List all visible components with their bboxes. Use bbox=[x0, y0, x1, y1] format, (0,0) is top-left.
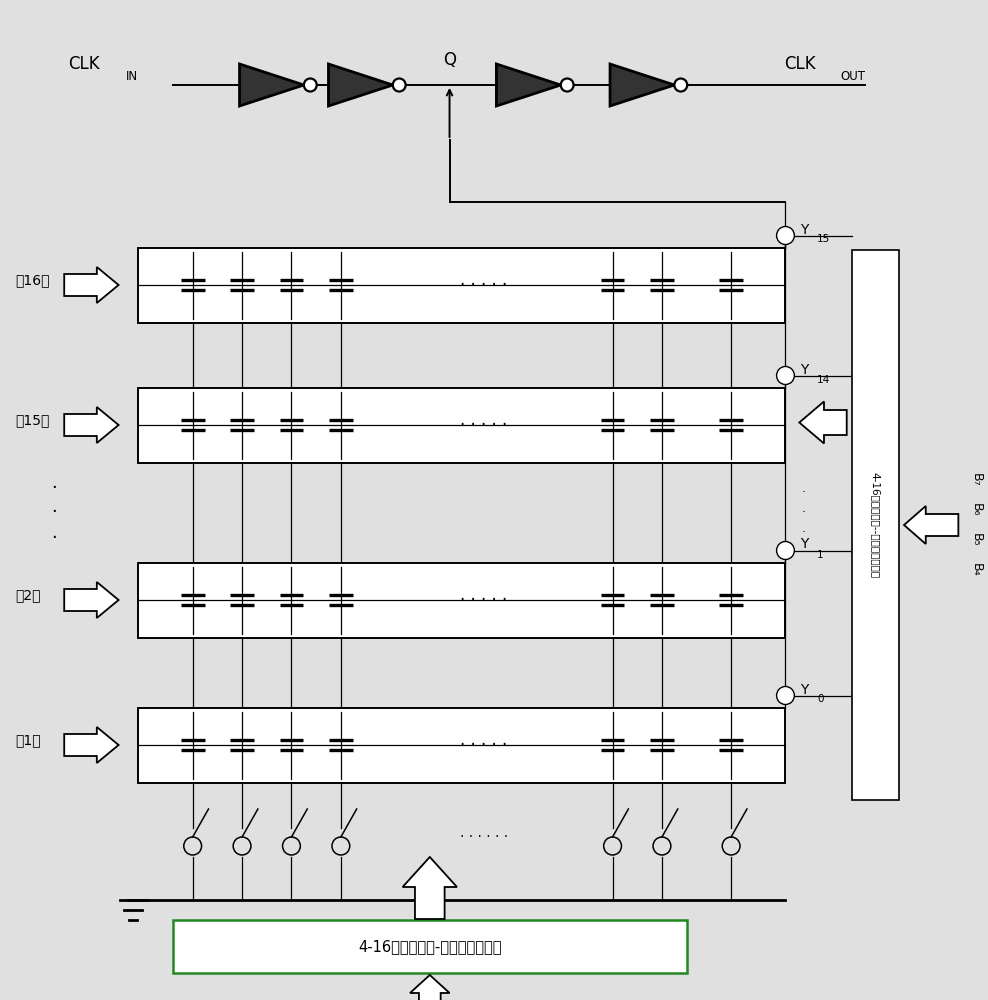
Text: Q: Q bbox=[443, 51, 456, 69]
Text: 0: 0 bbox=[197, 920, 204, 930]
Text: 皖15行: 皖15行 bbox=[15, 413, 49, 427]
Text: 14: 14 bbox=[817, 375, 830, 385]
Circle shape bbox=[561, 79, 574, 92]
Text: 4-16位二进制码-温度计码译码器: 4-16位二进制码-温度计码译码器 bbox=[358, 939, 502, 954]
Text: 0: 0 bbox=[817, 694, 824, 704]
Text: OUT: OUT bbox=[841, 70, 865, 83]
Text: CLK: CLK bbox=[784, 55, 816, 73]
Text: X: X bbox=[595, 922, 605, 936]
Text: Y: Y bbox=[800, 682, 808, 696]
Text: X: X bbox=[175, 922, 185, 936]
Circle shape bbox=[777, 686, 794, 704]
Text: 4-16位二进制码--温度计码译码器: 4-16位二进制码--温度计码译码器 bbox=[870, 472, 880, 578]
FancyArrow shape bbox=[799, 401, 847, 444]
Text: X: X bbox=[274, 922, 284, 936]
Circle shape bbox=[777, 542, 794, 560]
FancyArrow shape bbox=[64, 407, 119, 443]
Text: 15: 15 bbox=[817, 234, 830, 244]
FancyArrow shape bbox=[410, 975, 450, 1000]
Bar bbox=[173, 920, 687, 973]
Text: IN: IN bbox=[125, 70, 137, 83]
Text: Y: Y bbox=[800, 362, 808, 376]
Text: · · · · ·: · · · · · bbox=[460, 276, 508, 294]
Text: ·: · bbox=[801, 506, 805, 519]
Text: Y: Y bbox=[800, 223, 808, 236]
Text: X: X bbox=[323, 922, 333, 936]
FancyArrow shape bbox=[64, 582, 119, 618]
FancyArrow shape bbox=[402, 857, 456, 919]
Text: B₅: B₅ bbox=[969, 533, 983, 547]
Text: X: X bbox=[224, 922, 234, 936]
Text: · · · · ·: · · · · · bbox=[460, 591, 508, 609]
Text: ·: · bbox=[51, 528, 57, 546]
Circle shape bbox=[777, 227, 794, 244]
Text: · · · · ·: · · · · · bbox=[460, 416, 508, 434]
Text: · · · · · ·: · · · · · · bbox=[460, 830, 508, 844]
Text: ·: · bbox=[801, 526, 805, 539]
Text: X: X bbox=[644, 922, 654, 936]
Text: · · · · ·: · · · · · bbox=[460, 736, 508, 754]
Text: ·: · bbox=[51, 504, 57, 522]
Text: Y: Y bbox=[800, 538, 808, 552]
Text: CLK: CLK bbox=[68, 55, 100, 73]
Circle shape bbox=[304, 79, 317, 92]
Text: 2: 2 bbox=[295, 920, 302, 930]
Text: 15: 15 bbox=[666, 920, 679, 930]
FancyArrow shape bbox=[64, 727, 119, 763]
Circle shape bbox=[675, 79, 688, 92]
Text: B₆: B₆ bbox=[969, 503, 983, 517]
Polygon shape bbox=[610, 64, 675, 106]
Polygon shape bbox=[496, 64, 561, 106]
Text: ·: · bbox=[51, 479, 57, 496]
Circle shape bbox=[393, 79, 406, 92]
Text: 14: 14 bbox=[617, 920, 629, 930]
Bar bbox=[852, 250, 899, 800]
Bar bbox=[138, 562, 785, 638]
Bar bbox=[138, 247, 785, 322]
FancyArrow shape bbox=[64, 267, 119, 303]
Polygon shape bbox=[328, 64, 393, 106]
Text: 3: 3 bbox=[345, 920, 352, 930]
Bar bbox=[138, 387, 785, 462]
Polygon shape bbox=[239, 64, 304, 106]
Text: 1: 1 bbox=[246, 920, 253, 930]
Text: · · · · · ·: · · · · · · bbox=[460, 927, 508, 941]
Text: B₇: B₇ bbox=[969, 473, 983, 487]
Text: 1: 1 bbox=[817, 550, 824, 560]
Text: B₄: B₄ bbox=[969, 563, 983, 577]
Bar bbox=[138, 708, 785, 782]
Text: 皖2行: 皖2行 bbox=[15, 588, 41, 602]
Circle shape bbox=[777, 366, 794, 384]
Text: ·: · bbox=[801, 486, 805, 499]
Text: 皖1行: 皖1行 bbox=[15, 733, 41, 747]
Text: 皖16行: 皖16行 bbox=[15, 273, 49, 287]
FancyArrow shape bbox=[904, 506, 958, 544]
